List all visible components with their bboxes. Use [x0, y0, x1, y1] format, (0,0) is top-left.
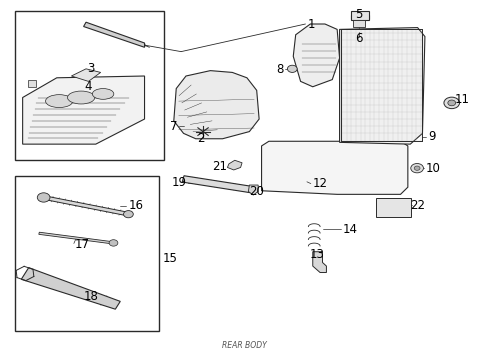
Bar [352, 21, 364, 27]
Polygon shape [182, 176, 253, 193]
Text: 11: 11 [453, 93, 468, 106]
Circle shape [123, 211, 133, 218]
Text: 21: 21 [212, 160, 227, 173]
Ellipse shape [45, 95, 73, 108]
Polygon shape [227, 160, 242, 170]
Text: 6: 6 [355, 32, 362, 45]
Text: REAR BODY: REAR BODY [222, 341, 266, 350]
Text: 5: 5 [355, 8, 362, 21]
Polygon shape [21, 267, 120, 309]
Ellipse shape [92, 89, 114, 99]
Text: 13: 13 [308, 248, 324, 261]
Text: 9: 9 [427, 130, 434, 144]
Text: 3: 3 [87, 62, 94, 75]
Polygon shape [173, 71, 259, 139]
Polygon shape [39, 232, 114, 244]
Circle shape [410, 163, 423, 173]
Text: 15: 15 [162, 252, 177, 265]
Bar [375, 198, 410, 217]
Circle shape [37, 193, 50, 202]
Polygon shape [261, 141, 407, 194]
Text: 17: 17 [75, 238, 90, 251]
Bar [15, 176, 159, 330]
Circle shape [443, 97, 459, 109]
Text: 19: 19 [172, 176, 186, 189]
Text: 22: 22 [409, 199, 425, 212]
Text: 10: 10 [425, 162, 440, 175]
Polygon shape [71, 69, 101, 81]
Text: 12: 12 [312, 177, 327, 190]
Polygon shape [248, 185, 258, 195]
Polygon shape [350, 12, 368, 21]
Ellipse shape [67, 91, 95, 104]
Polygon shape [83, 22, 144, 47]
Circle shape [287, 65, 297, 72]
Polygon shape [312, 252, 326, 273]
Circle shape [413, 166, 419, 170]
Circle shape [109, 240, 118, 246]
Text: 1: 1 [307, 18, 315, 31]
Text: 2: 2 [197, 132, 204, 145]
Text: 16: 16 [128, 199, 143, 212]
Text: 18: 18 [83, 290, 98, 303]
Text: 8: 8 [276, 63, 283, 76]
Text: 14: 14 [342, 223, 357, 236]
Text: 7: 7 [169, 120, 177, 133]
Polygon shape [339, 28, 424, 144]
Circle shape [447, 100, 455, 106]
Text: 4: 4 [84, 80, 92, 93]
Bar [27, 80, 36, 87]
Polygon shape [22, 76, 144, 144]
Bar [15, 12, 163, 160]
Text: 20: 20 [249, 185, 264, 198]
Polygon shape [43, 196, 129, 216]
Polygon shape [293, 24, 339, 87]
